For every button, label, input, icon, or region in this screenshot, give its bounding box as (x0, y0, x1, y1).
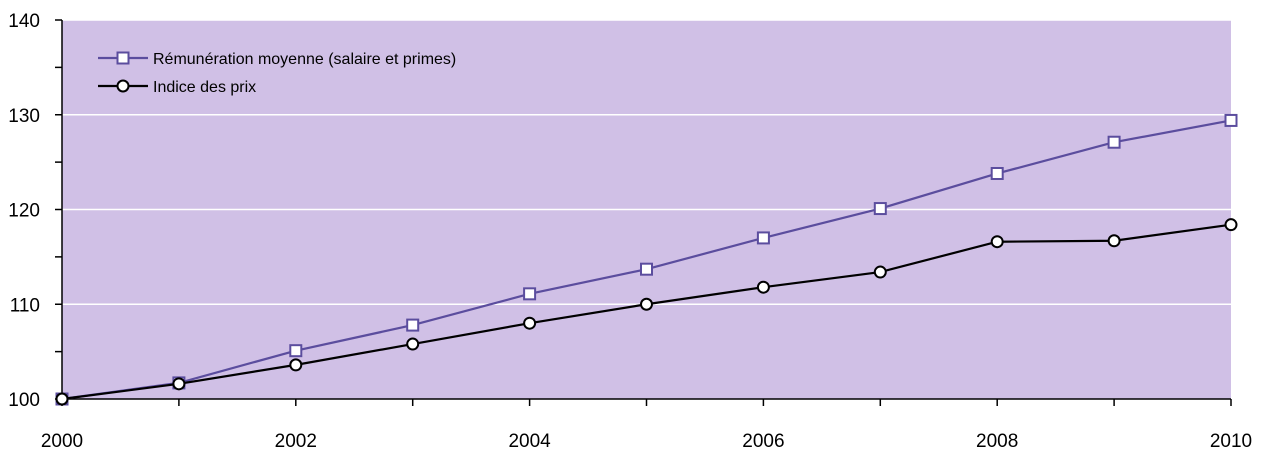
data-point (289, 344, 303, 358)
data-point (873, 202, 887, 216)
data-point (1224, 218, 1238, 232)
series (55, 113, 1238, 406)
axes: 100 110 120 130 140 2000 2002 2004 2006 2008 2010 (8, 11, 1252, 450)
x-tick-label: 2010 (1210, 431, 1252, 450)
data-point (640, 262, 653, 276)
legend: Rémunération moyenne (salaire et primes)… (98, 51, 456, 96)
data-point (1107, 135, 1121, 149)
data-point (1107, 234, 1121, 248)
x-tick-label: 2004 (508, 431, 551, 450)
data-point (640, 297, 653, 311)
y-tick-label: 140 (8, 11, 40, 32)
data-point (406, 318, 420, 332)
data-point (990, 166, 1004, 180)
data-point (873, 265, 887, 279)
x-tick-label: 2002 (275, 431, 317, 450)
y-tick-label: 120 (8, 201, 40, 222)
data-point (55, 392, 69, 406)
x-tick-label: 2006 (742, 431, 784, 450)
legend-entry: Rémunération moyenne (salaire et primes) (98, 51, 456, 68)
data-point (406, 337, 420, 351)
legend-label: Indice des prix (153, 79, 256, 96)
data-point (523, 287, 537, 301)
y-tick-label: 130 (8, 106, 40, 127)
data-point (289, 358, 303, 372)
data-point (756, 280, 770, 294)
series-1 (55, 218, 1238, 406)
gridlines (62, 19, 1231, 305)
y-tick-label: 110 (10, 295, 40, 316)
data-point (990, 235, 1004, 249)
legend-marker (116, 51, 130, 65)
x-tick-label: 2000 (41, 431, 83, 450)
data-point (756, 231, 770, 245)
y-tick-label: 100 (8, 390, 40, 411)
legend-label: Rémunération moyenne (salaire et primes) (153, 51, 456, 68)
data-point (1224, 113, 1238, 127)
data-point (523, 316, 537, 330)
x-tick-label: 2008 (976, 431, 1018, 450)
legend-marker (116, 79, 130, 93)
data-point (172, 377, 186, 391)
legend-entry: Indice des prix (98, 79, 256, 96)
